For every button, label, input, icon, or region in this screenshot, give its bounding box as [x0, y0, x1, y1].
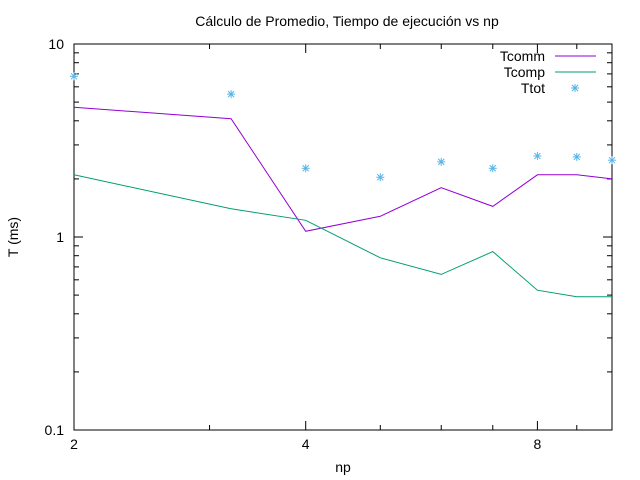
- series-line-tcomp: [73, 174, 612, 298]
- data-point-ttot: [70, 72, 78, 81]
- series-line-tcomm: [73, 106, 613, 232]
- data-point-ttot: [437, 157, 446, 166]
- x-tick-label: 8: [534, 436, 542, 452]
- chart-title: Cálculo de Promedio, Tiempo de ejecución…: [195, 13, 499, 29]
- data-point-ttot: [227, 90, 236, 99]
- axis-ticks: [73, 43, 612, 431]
- data-point-ttot: [301, 164, 310, 173]
- y-tick-label: 0.1: [45, 422, 65, 438]
- data-point-ttot: [376, 173, 385, 182]
- y-tick-label: 1: [56, 229, 64, 245]
- data-point-ttot: [608, 156, 616, 165]
- data-point-ttot: [488, 164, 497, 173]
- legend-label-ttot: Ttot: [521, 80, 545, 96]
- x-axis-label: np: [335, 459, 351, 475]
- tick-labels: 2 4 8 0.1 1 10: [45, 36, 542, 452]
- y-tick-label: 10: [48, 36, 64, 52]
- x-tick-label: 2: [70, 436, 78, 452]
- data-point-ttot: [533, 151, 542, 160]
- y-axis-label: T (ms): [5, 217, 21, 257]
- legend-label-tcomm: Tcomm: [500, 48, 545, 64]
- legend-label-tcomp: Tcomp: [504, 64, 545, 80]
- x-tick-label: 4: [302, 436, 310, 452]
- plot-frame: [73, 43, 613, 431]
- series-layer: [70, 72, 616, 298]
- data-point-ttot: [572, 152, 581, 161]
- legend-swatch-ttot: [571, 84, 579, 92]
